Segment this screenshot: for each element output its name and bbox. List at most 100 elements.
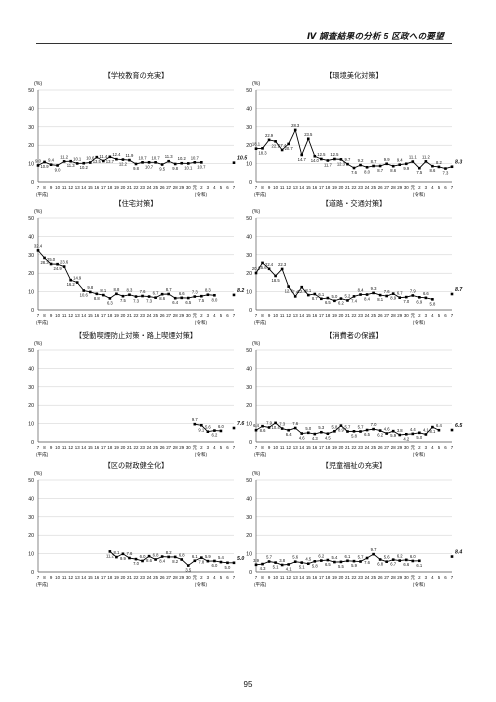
x-tick-label: 8 [43,313,46,318]
x-tick-label: 18 [107,185,112,190]
data-point [333,561,336,564]
x-tick-label: 17 [101,313,106,318]
x-tick-label: 14 [81,313,86,318]
data-point [438,429,441,432]
data-label: 11.7 [324,162,333,167]
data-label: 4.2 [403,436,409,441]
data-point [398,559,401,562]
data-point [333,430,336,433]
x-tick-label: 23 [358,445,363,450]
data-point [274,561,277,564]
data-point [167,160,170,163]
data-label: 6.8 [153,552,159,557]
data-point [425,433,428,436]
data-point [255,147,258,150]
data-point [300,561,303,564]
data-point [148,555,151,558]
data-point [187,162,190,165]
x-tick-label: 元 [411,575,416,581]
data-label: 6.2 [211,433,217,438]
data-label: 6.2 [338,301,344,306]
data-label: 9.9 [403,166,409,171]
y-tick-label: 10 [28,290,34,296]
data-point [154,296,157,299]
data-label: 8.2 [166,550,172,555]
y-tick-label: 30 [28,125,34,131]
data-label: 5.0 [416,435,422,440]
x-tick-label: 12 [286,313,291,318]
era-label-reiwa: (令和) [195,191,208,198]
x-tick-label: 25 [371,313,376,318]
data-point [385,560,388,563]
data-point [115,293,118,296]
y-tick-label: 10 [28,162,34,168]
x-tick-label: 17 [319,575,324,580]
data-point [207,293,210,296]
x-tick-label: 19 [332,575,337,580]
y-tick-label: 20 [28,403,34,409]
x-tick-label: 11 [62,185,67,190]
data-point [82,289,85,292]
x-tick-label: 15 [88,185,93,190]
y-tick-label: 20 [246,533,252,539]
y-tick-label: 30 [28,515,34,521]
x-tick-label: 27 [166,575,171,580]
data-point [346,430,349,433]
era-label-reiwa: (令和) [413,451,426,458]
data-label: 8.7 [166,287,172,292]
data-label: 7.4 [351,298,357,303]
data-label: 3.8 [397,428,403,433]
data-label: 8.1 [305,288,311,293]
data-label: 7.3 [279,422,285,427]
data-point [372,292,375,295]
data-point [220,561,223,564]
data-label: 5.1 [299,565,305,570]
data-point [359,560,362,563]
data-point [207,430,210,433]
data-label: 8.6 [260,428,266,433]
data-label: 32.4 [34,243,43,248]
x-tick-label: 24 [147,575,152,580]
data-point [340,297,343,300]
x-tick-label: 元 [411,445,416,451]
data-label: 8.3 [127,288,133,293]
x-tick-label: 20 [338,185,343,190]
data-point [102,294,105,297]
x-tick-label: 28 [391,185,396,190]
x-tick-label: 7 [255,445,258,450]
x-tick-label: 8 [261,313,264,318]
data-label: 8.1 [377,297,383,302]
x-tick-label: 22 [134,445,139,450]
x-tick-label: 13 [293,185,298,190]
data-label: 6.5 [325,300,331,305]
data-point [425,160,428,163]
data-point [287,143,290,146]
data-label: 10.1 [184,165,193,170]
data-label: 10.7 [197,164,206,169]
data-point [431,426,434,429]
era-label-reiwa: (令和) [195,319,208,326]
data-point [220,430,223,433]
data-point [122,158,125,161]
y-tick-label: 10 [246,422,252,428]
x-tick-label: 17 [319,185,324,190]
data-point [274,275,277,278]
data-point [167,556,170,559]
data-label: 5.7 [358,425,364,430]
x-tick-label: 27 [166,313,171,318]
x-tick-label: 5 [220,313,223,318]
y-tick-label: 0 [249,440,252,446]
x-tick-label: 21 [127,185,132,190]
y-tick-label: 20 [28,533,34,539]
data-point [50,163,53,166]
data-point [135,163,138,166]
y-tick-label: 30 [28,385,34,391]
data-point [379,165,382,168]
x-tick-label: 11 [280,185,285,190]
x-tick-label: 28 [391,313,396,318]
data-point [314,155,317,158]
data-point [233,562,236,565]
x-tick-label: 26 [160,313,165,318]
x-tick-label: 13 [75,445,80,450]
data-point [194,423,197,426]
